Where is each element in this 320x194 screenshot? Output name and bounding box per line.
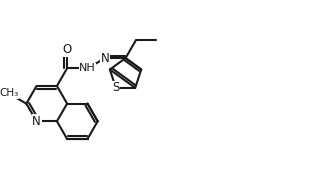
Text: CH₃: CH₃ [0, 88, 18, 98]
Text: N: N [101, 52, 109, 65]
Text: S: S [112, 81, 120, 94]
Text: NH: NH [79, 63, 96, 73]
Text: N: N [32, 115, 41, 128]
Text: O: O [62, 43, 72, 56]
